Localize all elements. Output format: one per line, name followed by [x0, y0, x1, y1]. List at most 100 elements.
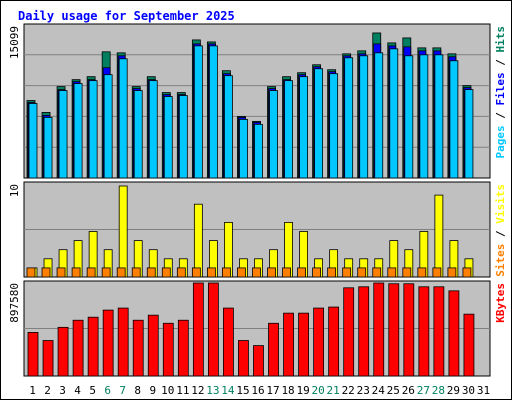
bar-kbytes-day-18: [283, 312, 294, 377]
bar-pages-day-11: [178, 95, 188, 179]
bar-sites-day-10: [161, 267, 171, 278]
bar-kbytes-day-16: [253, 345, 264, 377]
x-tick-label-day-2: 2: [44, 384, 51, 397]
panel-pages-files-hits-legend-label: Pages / Files / Hits: [494, 26, 507, 159]
panel-kbytes-legend-label: KBytes: [494, 283, 507, 323]
bar-kbytes-day-9: [147, 314, 159, 377]
bar-pages-day-15: [239, 118, 248, 179]
bar-sites-day-1: [26, 267, 36, 278]
bar-pages-day-27: [419, 54, 429, 179]
legend-separator: /: [494, 224, 507, 244]
bar-pages-day-16: [254, 123, 263, 179]
bar-kbytes-day-29: [448, 290, 460, 377]
x-tick-label-day-25: 25: [387, 384, 400, 397]
bar-sites-day-19: [297, 267, 306, 278]
x-tick-label-day-14: 14: [221, 384, 235, 397]
bar-kbytes-day-20: [313, 307, 325, 377]
x-tick-label-day-9: 9: [149, 384, 156, 397]
x-tick-label-day-7: 7: [119, 384, 126, 397]
legend-files: Files: [494, 72, 507, 105]
bar-kbytes-day-11: [177, 319, 189, 377]
bar-pages-day-14: [224, 75, 233, 179]
bar-kbytes-day-7: [117, 307, 129, 377]
x-tick-label-day-30: 30: [462, 384, 475, 397]
bar-sites-day-11: [176, 267, 186, 278]
x-tick-label-day-31: 31: [477, 384, 490, 397]
bar-pages-day-9: [148, 80, 158, 179]
panel-visits-sites-ymax-label: 10: [8, 184, 21, 197]
legend-hits: Hits: [494, 26, 507, 53]
bar-pages-day-26: [404, 55, 414, 179]
bar-pages-day-3: [58, 90, 68, 179]
bar-kbytes-day-26: [403, 283, 415, 377]
panel-pages-files-hits-ymax-label: 15099: [8, 26, 21, 59]
bar-kbytes-day-19: [298, 312, 309, 377]
bar-sites-day-30: [462, 267, 472, 278]
x-tick-label-day-6: 6: [104, 384, 111, 397]
x-tick-label-day-24: 24: [372, 384, 386, 397]
bar-pages-day-30: [464, 89, 474, 179]
x-tick-label-day-18: 18: [281, 384, 294, 397]
chart-title: Daily usage for September 2025: [18, 9, 235, 23]
x-tick-label-day-5: 5: [89, 384, 96, 397]
bar-kbytes-day-13: [207, 282, 219, 377]
bar-sites-day-20: [312, 267, 322, 278]
bar-visits-day-28: [434, 194, 444, 278]
bar-pages-day-23: [359, 55, 369, 179]
x-tick-label-day-20: 20: [312, 384, 325, 397]
bar-sites-day-29: [447, 267, 457, 278]
bar-sites-day-27: [417, 267, 427, 278]
x-tick-label-day-3: 3: [59, 384, 66, 397]
bar-pages-day-19: [299, 76, 308, 179]
bar-pages-day-17: [269, 90, 278, 179]
bar-pages-day-22: [344, 57, 354, 179]
bar-kbytes-day-4: [72, 319, 84, 377]
bar-sites-day-22: [342, 267, 352, 278]
bar-sites-day-21: [327, 267, 337, 278]
bar-kbytes-day-22: [343, 287, 355, 377]
x-tick-label-day-11: 11: [176, 384, 189, 397]
bar-kbytes-day-30: [463, 313, 475, 377]
x-tick-label-day-1: 1: [29, 384, 36, 397]
x-tick-label-day-15: 15: [236, 384, 249, 397]
bar-kbytes-day-6: [102, 309, 114, 377]
bar-sites-day-5: [86, 267, 96, 278]
bar-sites-day-9: [146, 267, 156, 278]
bar-visits-day-12: [193, 203, 203, 278]
bar-kbytes-day-10: [162, 322, 174, 377]
bar-sites-day-25: [387, 267, 397, 278]
bar-sites-day-6: [101, 267, 111, 278]
x-tick-label-day-8: 8: [134, 384, 141, 397]
bar-sites-day-23: [357, 267, 367, 278]
bar-kbytes-day-5: [87, 316, 99, 377]
bar-sites-day-28: [432, 267, 442, 278]
legend-separator: /: [494, 53, 507, 73]
bar-pages-day-20: [314, 68, 324, 179]
bar-pages-day-6: [103, 74, 113, 179]
legend-pages: Pages: [494, 125, 507, 158]
x-tick-label-day-13: 13: [206, 384, 219, 397]
bar-sites-day-14: [222, 267, 231, 278]
bar-kbytes-day-27: [418, 286, 430, 377]
x-tick-label-day-12: 12: [191, 384, 204, 397]
x-tick-label-day-26: 26: [402, 384, 415, 397]
legend-kbytes: KBytes: [494, 283, 507, 323]
bar-pages-day-5: [88, 80, 98, 179]
bar-pages-day-2: [43, 116, 53, 179]
bar-sites-day-18: [282, 267, 291, 278]
bar-kbytes-day-21: [328, 306, 340, 377]
bar-sites-day-2: [41, 267, 51, 278]
bar-pages-day-24: [374, 52, 384, 179]
bar-pages-day-21: [329, 73, 339, 179]
x-tick-label-day-17: 17: [266, 384, 279, 397]
bar-kbytes-day-23: [358, 286, 370, 377]
bar-sites-day-3: [56, 267, 66, 278]
bar-kbytes-day-15: [238, 340, 249, 377]
x-tick-label-day-16: 16: [251, 384, 264, 397]
x-tick-label-day-22: 22: [342, 384, 355, 397]
bar-kbytes-day-28: [433, 286, 445, 377]
x-tick-label-day-28: 28: [432, 384, 445, 397]
bar-kbytes-day-25: [388, 283, 400, 377]
